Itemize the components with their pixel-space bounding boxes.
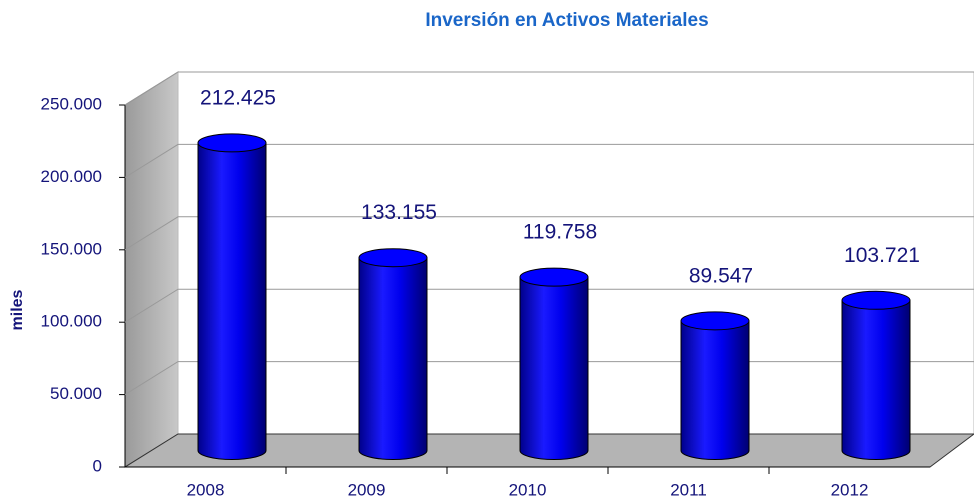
y-tick-label: 250.000 [41, 94, 102, 113]
grid-line [124, 216, 974, 251]
bar [519, 276, 589, 460]
value-label: 119.758 [523, 221, 597, 244]
grid-line [124, 143, 974, 178]
grid-line [124, 288, 974, 323]
bar [680, 320, 750, 460]
x-tick-label: 2010 [509, 480, 547, 499]
value-label: 133.155 [361, 201, 437, 224]
chart-title: Inversión en Activos Materiales [425, 10, 708, 31]
value-label: 212.425 [200, 86, 276, 109]
bar-top [197, 133, 267, 153]
value-label: 89.547 [689, 264, 753, 287]
bar-top [841, 290, 911, 310]
y-tick-label: 100.000 [41, 312, 102, 331]
y-tick-label: 150.000 [41, 239, 102, 258]
x-tick-label: 2012 [831, 480, 869, 499]
bar [841, 299, 911, 460]
value-label: 103.721 [844, 244, 920, 267]
side-wall [124, 71, 179, 468]
y-tick-label: 200.000 [41, 167, 102, 186]
x-tick-label: 2008 [187, 480, 225, 499]
x-tick-label: 2009 [348, 480, 386, 499]
bar-top [358, 248, 428, 268]
grid-line [124, 71, 974, 106]
y-axis-label: miles [9, 289, 26, 330]
bar [358, 257, 428, 460]
y-tick-label: 50.000 [50, 384, 102, 403]
bar-top [680, 311, 750, 331]
bar-top [519, 267, 589, 287]
y-tick-label: 0 [93, 456, 102, 475]
bar [197, 142, 267, 460]
x-tick-label: 2011 [670, 480, 707, 499]
